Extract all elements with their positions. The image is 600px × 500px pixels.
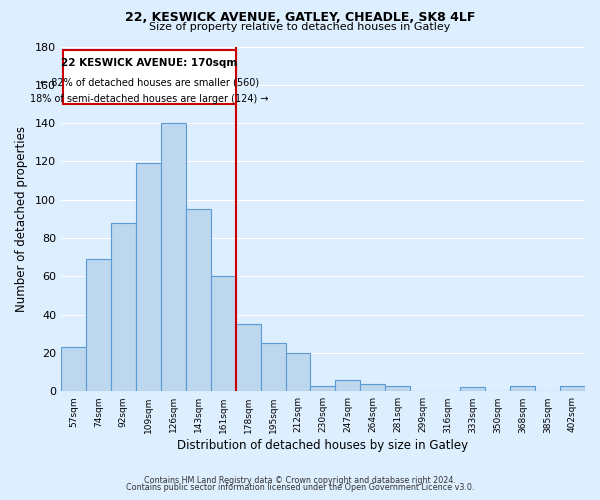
Bar [61,348,86,392]
Text: Contains HM Land Registry data © Crown copyright and database right 2024.: Contains HM Land Registry data © Crown c… [144,476,456,485]
Bar [186,210,211,392]
Text: 22, KESWICK AVENUE, GATLEY, CHEADLE, SK8 4LF: 22, KESWICK AVENUE, GATLEY, CHEADLE, SK8… [125,11,475,24]
Bar [136,164,161,392]
Bar [560,386,585,392]
X-axis label: Distribution of detached houses by size in Gatley: Distribution of detached houses by size … [178,440,469,452]
Bar [86,259,111,392]
Bar [111,222,136,392]
Text: Size of property relative to detached houses in Gatley: Size of property relative to detached ho… [149,22,451,32]
Bar [510,386,535,392]
Bar [460,388,485,392]
Bar [211,276,236,392]
Bar [161,123,186,392]
Bar [236,324,260,392]
Bar [286,353,310,392]
Text: Contains public sector information licensed under the Open Government Licence v3: Contains public sector information licen… [126,484,474,492]
FancyBboxPatch shape [63,50,236,104]
Text: ← 82% of detached houses are smaller (560): ← 82% of detached houses are smaller (56… [40,77,259,87]
Bar [335,380,361,392]
Text: 18% of semi-detached houses are larger (124) →: 18% of semi-detached houses are larger (… [30,94,269,104]
Bar [385,386,410,392]
Text: 22 KESWICK AVENUE: 170sqm: 22 KESWICK AVENUE: 170sqm [61,58,238,68]
Bar [361,384,385,392]
Y-axis label: Number of detached properties: Number of detached properties [15,126,28,312]
Bar [260,344,286,392]
Bar [310,386,335,392]
